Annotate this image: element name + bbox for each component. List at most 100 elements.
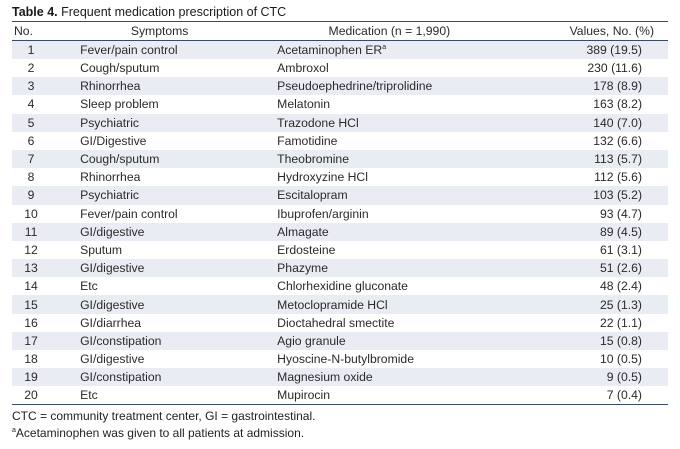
row-no-text: 8 <box>27 170 35 185</box>
row-value-text: 7 (0.4) <box>606 388 642 403</box>
row-no: 1 <box>12 41 50 60</box>
header-medication: Medication (n = 1,990) <box>328 23 451 38</box>
row-value: 51 (2.6) <box>510 259 668 277</box>
row-medication-text: Ambroxol <box>277 61 329 76</box>
row-no: 17 <box>12 332 50 350</box>
row-value: 103 (5.2) <box>510 186 668 204</box>
row-medication: Famotidine <box>269 132 509 150</box>
row-symptoms: GI/digestive <box>50 259 269 277</box>
row-symptoms-text: Etc <box>80 279 98 294</box>
row-no-text: 9 <box>27 188 35 203</box>
row-no: 16 <box>12 314 50 332</box>
row-value: 113 (5.7) <box>510 150 668 168</box>
row-no-text: 14 <box>24 279 38 294</box>
table-row: 15 GI/digestive Metoclopramide HCl 25 (1.3) <box>12 295 668 314</box>
row-symptoms-text: GI/diarrhea <box>80 315 142 330</box>
row-symptoms-text: Fever/pain control <box>80 206 178 221</box>
table-row: 13 GI/digestive Phazyme 51 (2.6) <box>12 259 668 278</box>
row-no-text: 17 <box>24 333 38 348</box>
row-value: 25 (1.3) <box>510 295 668 313</box>
row-value-text: 51 (2.6) <box>599 261 642 276</box>
row-symptoms: Psychiatric <box>50 186 269 204</box>
row-symptoms: Fever/pain control <box>50 205 269 223</box>
row-medication: Mupirocin <box>269 386 509 405</box>
row-medication-text: Theobromine <box>277 152 349 167</box>
header-row: No. Symptoms Medication (n = 1,990) Valu… <box>12 21 668 41</box>
footnote-a: aAcetaminophen was given to all patients… <box>12 425 304 441</box>
row-symptoms: GI/digestive <box>50 295 269 313</box>
row-symptoms-text: Fever/pain control <box>80 43 178 57</box>
row-value: 140 (7.0) <box>510 114 668 132</box>
table-row: 6 GI/Digestive Famotidine 132 (6.6) <box>12 132 668 150</box>
row-no-text: 19 <box>24 370 38 385</box>
row-no: 7 <box>12 150 50 168</box>
row-medication-text: Agio granule <box>277 333 346 348</box>
row-symptoms: Psychiatric <box>50 114 269 132</box>
row-no-text: 2 <box>27 61 35 76</box>
row-no: 14 <box>12 277 50 295</box>
row-medication-text: Mupirocin <box>277 388 331 403</box>
row-medication-text: Trazodone HCl <box>277 115 359 130</box>
row-symptoms: GI/diarrhea <box>50 314 269 332</box>
table-caption: Table 4. Frequent medication prescriptio… <box>12 4 286 20</box>
row-value-text: 48 (2.4) <box>599 279 642 294</box>
row-value-text: 15 (0.8) <box>599 333 642 348</box>
row-symptoms: Rhinorrhea <box>50 168 269 186</box>
row-no-text: 16 <box>24 315 38 330</box>
row-medication: Agio granule <box>269 332 509 350</box>
row-symptoms: Etc <box>50 386 269 405</box>
row-symptoms: Fever/pain control <box>50 41 269 60</box>
row-medication: Almagate <box>269 223 509 241</box>
header-no: No. <box>14 23 33 38</box>
row-symptoms-text: GI/digestive <box>80 224 145 239</box>
table-row: 20 Etc Mupirocin 7 (0.4) <box>12 386 668 405</box>
row-value: 112 (5.6) <box>510 168 668 186</box>
row-no: 15 <box>12 295 50 313</box>
row-no: 2 <box>12 59 50 77</box>
row-medication: Phazyme <box>269 259 509 277</box>
table-row: 17 GI/constipation Agio granule 15 (0.8) <box>12 331 668 350</box>
table-row: 11 GI/digestive Almagate 89 (4.5) <box>12 222 668 241</box>
row-symptoms-text: Etc <box>80 388 98 403</box>
row-value: 48 (2.4) <box>510 277 668 295</box>
row-value: 61 (3.1) <box>510 241 668 259</box>
row-no: 19 <box>12 368 50 386</box>
row-value-text: 389 (19.5) <box>586 43 642 57</box>
row-value-text: 140 (7.0) <box>593 115 642 130</box>
row-symptoms: Etc <box>50 277 269 295</box>
row-no: 12 <box>12 241 50 259</box>
row-medication-text: Hyoscine-N-butylbromide <box>277 352 414 367</box>
row-value-text: 132 (6.6) <box>593 133 642 148</box>
row-value: 22 (1.1) <box>510 314 668 332</box>
row-value-text: 178 (8.9) <box>593 79 642 94</box>
row-medication-text: Metoclopramide HCl <box>277 297 388 312</box>
row-medication-text: Ibuprofen/arginin <box>277 206 369 221</box>
row-medication-text: Dioctahedral smectite <box>277 315 395 330</box>
row-value-text: 61 (3.1) <box>599 242 642 257</box>
row-symptoms: GI/Digestive <box>50 132 269 150</box>
table-row: 4 Sleep problem Melatonin 163 (8.2) <box>12 95 668 113</box>
row-symptoms-text: Sleep problem <box>80 97 159 112</box>
table-row: 9 Psychiatric Escitalopram 103 (5.2) <box>12 186 668 205</box>
row-medication-text: Acetaminophen ER <box>277 43 383 57</box>
row-no-text: 11 <box>24 224 38 239</box>
row-medication-text: Chlorhexidine gluconate <box>277 279 408 294</box>
row-symptoms-text: GI/digestive <box>80 261 145 276</box>
footnote-a-text: Acetaminophen was given to all patients … <box>15 426 305 440</box>
row-no-text: 7 <box>27 152 35 167</box>
row-symptoms: GI/digestive <box>50 223 269 241</box>
row-no: 3 <box>12 77 50 95</box>
row-no: 6 <box>12 132 50 150</box>
row-medication: Hydroxyzine HCl <box>269 168 509 186</box>
row-value-text: 230 (11.6) <box>587 61 642 76</box>
row-medication: Escitalopram <box>269 186 509 204</box>
row-symptoms-text: Psychiatric <box>80 188 139 203</box>
row-no-text: 4 <box>27 97 35 112</box>
footnote-a-mark: a <box>12 427 16 434</box>
row-symptoms: GI/constipation <box>50 368 269 386</box>
row-no: 20 <box>12 386 50 405</box>
row-no: 4 <box>12 95 50 113</box>
row-symptoms: GI/constipation <box>50 332 269 350</box>
table-row: 2 Cough/sputum Ambroxol 230 (11.6) <box>12 59 668 77</box>
row-medication-text: Hydroxyzine HCl <box>277 170 368 185</box>
